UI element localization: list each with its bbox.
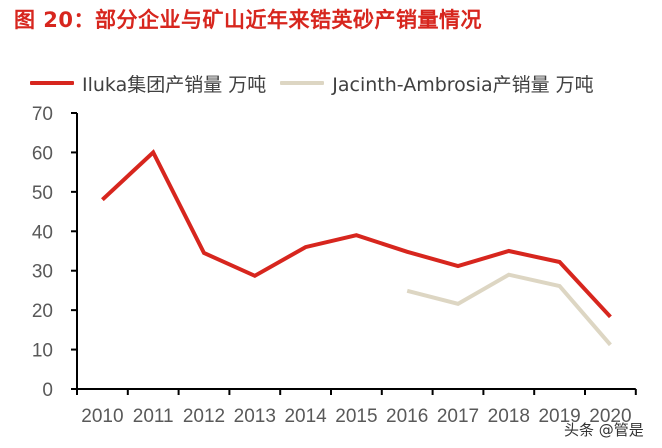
y-tick-label: 20 xyxy=(32,301,53,322)
legend-item-jacinth-ambrosia: Jacinth-Ambrosia产销量 万吨 xyxy=(280,70,594,97)
legend-label-iluka: Iluka集团产销量 万吨 xyxy=(82,73,267,96)
x-tick-label: 2020 xyxy=(589,406,631,427)
y-tick-label: 10 xyxy=(32,341,53,362)
chart-series xyxy=(101,149,612,347)
y-tick-label: 40 xyxy=(32,222,53,243)
x-tick-label: 2011 xyxy=(133,406,174,427)
x-tick-label: 2018 xyxy=(488,406,530,427)
series-line xyxy=(406,272,612,347)
chart-legend: Iluka集团产销量 万吨 Jacinth-Ambrosia产销量 万吨 xyxy=(30,68,608,98)
x-tick-label: 2013 xyxy=(234,406,276,427)
y-tick-label: 0 xyxy=(42,380,53,401)
x-tick-label: 2010 xyxy=(81,406,123,427)
x-tick-label: 2014 xyxy=(284,406,327,427)
x-tick-label: 2017 xyxy=(437,406,479,427)
chart-title: 图 20：部分企业与矿山近年来锆英砂产销量情况 xyxy=(14,8,483,32)
legend-label-jacinth-ambrosia: Jacinth-Ambrosia产销量 万吨 xyxy=(332,73,594,96)
x-tick-label: 2016 xyxy=(386,406,428,427)
legend-item-iluka: Iluka集团产销量 万吨 xyxy=(30,70,266,97)
x-tick-label: 2012 xyxy=(183,406,225,427)
y-tick-label: 60 xyxy=(32,143,53,164)
x-tick-label: 2019 xyxy=(538,406,580,427)
legend-swatch-iluka xyxy=(30,81,74,85)
y-tick-label: 30 xyxy=(32,262,53,283)
series-line xyxy=(101,149,612,319)
x-axis: 2010 2011 2012 2013 2014 2015 2016 2017 2018 2019… xyxy=(76,388,637,427)
x-tick-label: 2015 xyxy=(335,406,377,427)
watermark: 头条 @管是 xyxy=(564,421,644,439)
legend-swatch-jacinth-ambrosia xyxy=(280,81,325,85)
y-tick-label: 50 xyxy=(32,183,53,204)
y-tick-label: 70 xyxy=(32,104,53,125)
y-axis: 0 10 20 30 40 50 60 70 xyxy=(32,104,78,401)
